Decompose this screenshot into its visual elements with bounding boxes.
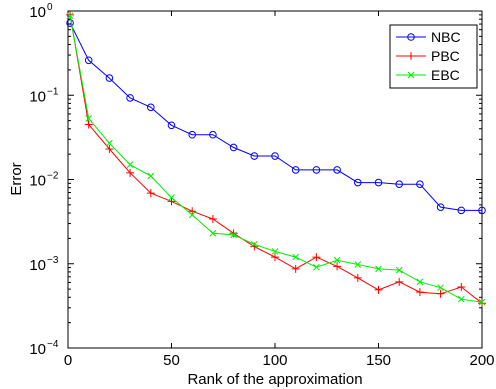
y-tick-exponent: −3 — [47, 255, 59, 266]
data-point-pbc — [188, 207, 197, 216]
data-point-pbc — [353, 273, 362, 282]
y-tick-exponent: 0 — [47, 2, 53, 13]
data-point-pbc — [167, 197, 176, 206]
data-point-nbc — [436, 203, 445, 211]
data-point-ebc — [66, 12, 74, 20]
data-point-nbc — [333, 166, 341, 174]
data-point-ebc — [354, 261, 362, 268]
data-point-ebc — [85, 115, 93, 122]
x-tick-label: 100 — [262, 352, 287, 369]
data-point-ebc — [292, 253, 300, 261]
series-nbc — [66, 19, 486, 215]
data-point-pbc — [312, 253, 321, 262]
legend-marker-pbc — [407, 52, 415, 60]
data-point-nbc — [457, 206, 466, 215]
data-point-nbc — [250, 152, 259, 160]
y-tick-label: 10 — [29, 173, 46, 190]
data-point-pbc — [374, 285, 383, 294]
series-pbc — [66, 10, 486, 308]
data-point-nbc — [312, 166, 321, 174]
data-point-pbc — [333, 262, 342, 271]
y-axis-label: Error — [8, 162, 25, 195]
series-layer — [66, 10, 486, 308]
data-point-pbc — [291, 264, 300, 273]
data-point-ebc — [147, 172, 155, 180]
data-point-pbc — [271, 253, 279, 262]
data-point-pbc — [84, 120, 93, 129]
data-point-nbc — [478, 206, 486, 215]
x-tick-label: 150 — [366, 352, 391, 369]
legend-label-pbc: PBC — [431, 48, 460, 64]
data-point-pbc — [105, 145, 114, 154]
data-point-nbc — [271, 152, 279, 160]
x-axis-label: Rank of the approximation — [187, 371, 362, 388]
data-point-nbc — [354, 178, 362, 187]
y-tick-label: 10 — [29, 88, 46, 105]
series-line-nbc — [69, 22, 482, 211]
data-point-nbc — [209, 130, 217, 139]
y-tick-exponent: −4 — [47, 339, 59, 350]
data-point-nbc — [188, 130, 196, 139]
data-point-nbc — [66, 19, 74, 27]
data-point-nbc — [291, 166, 300, 174]
data-point-ebc — [375, 265, 382, 273]
data-point-ebc — [437, 284, 444, 292]
y-tick-label: 10 — [29, 257, 46, 274]
y-tick-label: 10 — [29, 4, 46, 21]
data-point-ebc — [478, 298, 486, 306]
data-point-ebc — [188, 211, 196, 219]
data-point-ebc — [209, 229, 217, 237]
x-tick-label: 0 — [64, 352, 72, 369]
series-ebc — [66, 12, 486, 306]
data-point-nbc — [416, 180, 424, 188]
legend: NBC PBC EBC — [389, 24, 478, 89]
data-point-ebc — [313, 263, 320, 271]
data-point-nbc — [147, 103, 155, 112]
data-point-ebc — [271, 248, 279, 255]
data-point-nbc — [84, 56, 93, 65]
y-tick-label: 10 — [29, 341, 46, 358]
data-point-pbc — [457, 282, 466, 291]
data-point-nbc — [395, 180, 404, 188]
data-point-ebc — [230, 231, 237, 239]
data-point-ebc — [395, 266, 403, 274]
data-point-ebc — [416, 278, 424, 286]
data-point-pbc — [415, 288, 424, 297]
x-tick-label: 50 — [163, 352, 180, 369]
data-point-ebc — [126, 161, 134, 169]
y-tick-exponent: −1 — [47, 86, 59, 97]
data-point-pbc — [436, 289, 445, 298]
data-point-pbc — [208, 214, 217, 223]
data-point-nbc — [374, 178, 383, 187]
legend-label-nbc: NBC — [431, 29, 461, 45]
data-point-pbc — [229, 229, 238, 238]
y-tick-exponent: −2 — [47, 171, 59, 182]
legend-marker-ebc — [407, 71, 415, 79]
data-point-pbc — [395, 277, 404, 286]
data-point-nbc — [126, 94, 134, 102]
data-point-pbc — [478, 299, 486, 308]
data-point-nbc — [229, 143, 238, 152]
data-point-ebc — [457, 295, 465, 303]
data-point-pbc — [126, 168, 135, 177]
data-point-nbc — [105, 74, 114, 82]
data-point-ebc — [168, 194, 175, 201]
x-tick-label: 200 — [469, 352, 494, 369]
legend-label-ebc: EBC — [431, 67, 460, 83]
data-point-nbc — [167, 121, 176, 130]
legend-marker-nbc — [407, 33, 415, 41]
data-point-ebc — [250, 240, 258, 248]
data-point-ebc — [333, 256, 341, 264]
data-point-pbc — [146, 189, 155, 198]
data-point-ebc — [106, 139, 113, 147]
